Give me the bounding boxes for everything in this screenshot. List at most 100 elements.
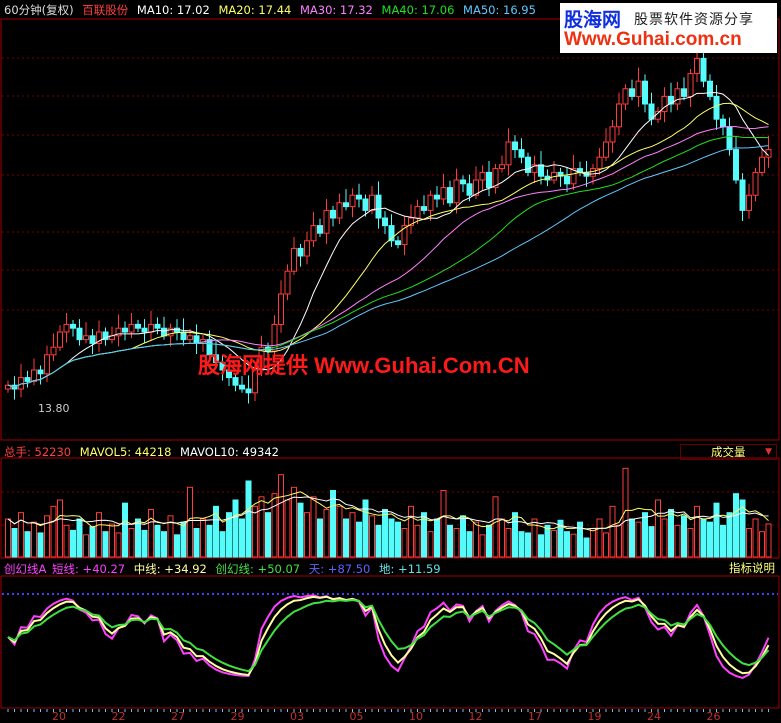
volume-bar: [564, 531, 570, 558]
candle-body: [115, 327, 122, 337]
volume-bar: [752, 518, 759, 558]
candle-body: [622, 88, 629, 105]
candle-body: [570, 168, 577, 185]
candle-body: [525, 156, 531, 173]
candle-body: [603, 141, 609, 158]
period-label[interactable]: 60分钟(复权): [4, 3, 74, 17]
volume-bar: [401, 528, 408, 558]
indicator-header: 创幻线A 短线: +40.27 中线: +34.92 创幻线: +50.07 天…: [4, 560, 446, 578]
ma10-label: MA10: 17.02: [136, 3, 210, 17]
candle-body: [239, 384, 245, 390]
candle-body: [213, 354, 219, 363]
candle-body: [414, 206, 421, 219]
candle-body: [739, 179, 746, 211]
logo-slogan: 股票软件资源分享: [634, 12, 754, 28]
volume-indicator-select[interactable]: 成交量 ▼: [680, 444, 777, 460]
volume-bar: [453, 528, 460, 558]
candle-body: [122, 327, 128, 333]
volume-bar: [635, 521, 642, 558]
volume-bar: [577, 521, 583, 558]
volume-bar: [128, 528, 135, 558]
candle-body: [434, 194, 440, 200]
candle-body: [427, 194, 434, 211]
volume-bar: [681, 515, 687, 558]
volume-bar: [687, 528, 694, 558]
volume-bar: [427, 531, 434, 558]
candle-body: [707, 80, 713, 97]
volume-bar: [135, 518, 141, 558]
candle-body: [408, 217, 414, 227]
candle-body: [505, 141, 512, 166]
x-axis-label: 22: [111, 710, 126, 723]
volume-bar: [382, 509, 388, 558]
candle-body: [661, 95, 668, 113]
volume-bar: [343, 518, 349, 558]
volume-bar: [557, 519, 564, 558]
candle-body: [330, 209, 336, 219]
volume-bar: [726, 512, 733, 558]
volume-bar: [596, 518, 603, 558]
volume-bar: [538, 534, 544, 558]
volume-bar: [720, 524, 726, 558]
volume-bar: [297, 502, 304, 558]
volume-bar: [765, 523, 772, 558]
volume-bar: [414, 524, 421, 558]
volume-bar: [245, 480, 252, 558]
candle-body: [557, 171, 564, 177]
volume-bar: [733, 493, 739, 558]
x-axis-label: 10: [409, 710, 423, 723]
volume-bar: [37, 532, 44, 558]
candle-body: [57, 331, 63, 348]
candle-body: [700, 57, 707, 82]
x-axis-label: 19: [587, 710, 602, 723]
mavol10-line: [7, 496, 769, 530]
candle-body: [512, 141, 518, 151]
candle-body: [395, 240, 401, 246]
x-axis-label: 17: [528, 710, 542, 723]
candle-body: [291, 247, 297, 272]
volume-bar: [505, 528, 512, 558]
volume-bar: [323, 509, 330, 558]
mid-line: [7, 595, 770, 677]
volume-bar: [102, 531, 109, 558]
volume-bar: [434, 518, 440, 558]
volume-bar: [395, 521, 401, 558]
x-axis-label: 20: [52, 710, 66, 723]
volume-bar: [258, 496, 265, 558]
candle-body: [167, 327, 174, 337]
candle-body: [668, 95, 674, 105]
candle-body: [460, 179, 466, 185]
candle-body: [759, 156, 765, 173]
volume-bar: [265, 512, 271, 558]
total-volume: 总手: 52230: [4, 445, 72, 459]
volume-bar: [473, 521, 479, 558]
candle-body: [421, 206, 427, 211]
candle-body: [50, 346, 57, 356]
volume-bar: [466, 531, 473, 558]
candle-body: [245, 388, 252, 394]
candle-body: [401, 225, 408, 246]
candle-body: [70, 323, 76, 329]
price-header: 60分钟(复权) 百联股份 MA10: 17.02 MA20: 17.44 MA…: [4, 1, 541, 19]
x-axis-label: 24: [647, 710, 661, 723]
volume-bar: [609, 505, 616, 558]
volume-bar: [525, 532, 531, 558]
volume-bar: [109, 523, 115, 558]
dropdown-arrow-icon: ▼: [765, 447, 772, 457]
volume-bar: [648, 526, 655, 558]
candle-body: [590, 168, 596, 177]
volume-bar: [616, 524, 622, 558]
volume-bar: [76, 518, 83, 558]
ma50-label: MA50: 16.95: [463, 3, 536, 17]
volume-bar: [24, 531, 31, 558]
volume-bar: [356, 521, 362, 558]
volume-bar: [232, 499, 239, 558]
candle-body: [226, 369, 232, 379]
indicator-help-button[interactable]: 指标说明: [729, 561, 775, 575]
volume-bar: [583, 537, 590, 558]
candle-body: [310, 225, 317, 242]
volume-bar: [50, 505, 57, 558]
logo-url: Www.Guhai.com.cn: [564, 29, 742, 50]
volume-header: 总手: 52230 MAVOL5: 44218 MAVOL10: 49342: [4, 443, 284, 461]
